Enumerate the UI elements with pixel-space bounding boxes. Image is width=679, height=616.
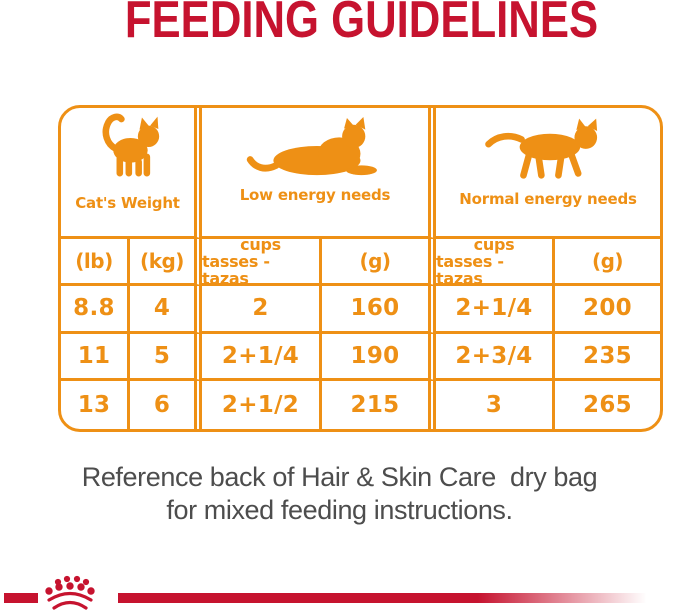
cell-cups-normal: 2+3/4 [436,333,555,382]
cups-label: cups [473,234,515,254]
mixed-feeding-note: Reference back of Hair & Skin Care dry b… [0,461,679,527]
section-cats-weight: Cat's Weight [61,108,202,239]
note-line-1: Reference back of Hair & Skin Care dry b… [81,462,598,492]
cell-cups-normal: 2+1/4 [436,286,555,334]
cups-label: cups [240,234,281,254]
column-header-cups-normal: cups tasses - tazas [436,234,555,288]
column-header-g-normal: (g) [555,239,660,286]
section-normal-energy: Normal energy needs [436,108,660,239]
column-header-g-low: (g) [322,239,436,286]
cell-cups-low: 2+1/2 [202,381,322,429]
cell-cups-low: 2 [202,286,322,334]
section-label: Normal energy needs [459,189,637,208]
column-header-lb: (lb) [61,239,130,286]
cell-kg: 4 [130,286,202,334]
cell-g-normal: 265 [583,392,632,419]
column-header-cups-low: cups tasses - tazas [202,234,322,288]
column-header-kg: (kg) [130,239,202,286]
page-title: FEEDING GUIDELINES [124,0,599,49]
cell-lb: 13 [61,381,130,429]
cell-lb: 11 [61,333,130,382]
footer-red-bar-right [118,593,663,603]
footer-red-bar-left [4,593,38,603]
royal-canin-crown-logo [40,575,106,611]
tasses-tazas-label: tasses - tazas [436,251,504,288]
cat-walking-icon [481,113,615,185]
feeding-table: Cat's Weight Low energy needs [58,105,663,432]
cell-g-normal: 200 [555,286,660,334]
tasses-tazas-label: tasses - tazas [202,251,270,288]
section-label: Low energy needs [239,185,391,204]
note-line-2: for mixed feeding instructions. [166,495,513,525]
cell-g-low: 190 [322,333,436,382]
cell-g-low: 160 [322,286,436,334]
cell-kg: 5 [130,333,202,382]
cat-lying-icon [246,116,384,181]
kitten-standing-icon [87,109,169,189]
cell-cups-normal: 3 [436,381,555,429]
cell-lb: 8.8 [61,286,130,334]
cell-g-low: 215 [322,381,436,429]
cell-g-normal: 235 [555,334,660,382]
feeding-grid: Cat's Weight Low energy needs [61,108,660,429]
cell-cups-low: 2+1/4 [202,333,322,382]
cell-kg: 6 [130,381,202,429]
section-low-energy: Low energy needs [202,108,436,239]
section-label: Cat's Weight [75,193,180,212]
